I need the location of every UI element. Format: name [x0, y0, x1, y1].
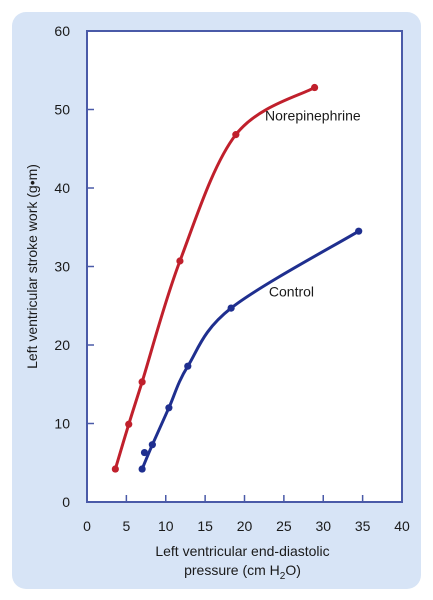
y-tick-label: 60 — [54, 23, 70, 39]
data-point-control — [148, 441, 156, 449]
x-tick-label: 20 — [237, 518, 253, 534]
data-point-control — [140, 448, 149, 457]
x-tick-label: 5 — [122, 518, 130, 534]
x-axis-title-pre: pressure (cm H — [184, 562, 280, 578]
x-tick-label: 35 — [355, 518, 371, 534]
data-point-control — [138, 465, 146, 473]
x-tick-label: 10 — [158, 518, 174, 534]
data-point-norepinephrine — [232, 131, 240, 139]
y-tick-label: 50 — [54, 102, 70, 118]
data-point-norepinephrine — [310, 83, 319, 92]
y-tick-label: 30 — [54, 259, 70, 275]
plot-area — [86, 30, 403, 503]
data-point-norepinephrine — [138, 378, 146, 386]
x-tick-label: 0 — [83, 518, 91, 534]
y-tick-label: 0 — [62, 494, 70, 510]
data-point-norepinephrine — [111, 465, 119, 473]
y-tick-label: 20 — [54, 337, 70, 353]
x-tick-label: 25 — [276, 518, 292, 534]
series-layer — [111, 83, 363, 473]
series-label-norepinephrine: Norepinephrine — [265, 107, 361, 123]
data-point-control — [165, 404, 173, 412]
series-label-control: Control — [269, 283, 314, 299]
x-axis-title-line2: pressure (cm H2O) — [184, 562, 301, 582]
data-point-control — [355, 227, 363, 235]
data-point-control — [227, 304, 235, 312]
x-axis-title-post: O) — [285, 562, 301, 578]
y-axis-title: Left ventricular stroke work (g•m) — [24, 164, 40, 369]
y-tick-label: 10 — [54, 416, 70, 432]
y-axis: 0 10 20 30 40 50 60 — [54, 23, 94, 510]
x-tick-label: 40 — [394, 518, 410, 534]
y-tick-label: 40 — [54, 180, 70, 196]
data-point-norepinephrine — [176, 257, 184, 265]
x-tick-label: 30 — [315, 518, 331, 534]
data-point-norepinephrine — [125, 420, 133, 428]
x-axis: 0 5 10 15 20 25 30 35 40 — [83, 495, 410, 534]
data-point-control — [184, 362, 192, 370]
x-axis-title-sub: 2 — [280, 571, 286, 582]
x-tick-label: 15 — [197, 518, 213, 534]
x-axis-title-line1: Left ventricular end-diastolic — [155, 543, 329, 559]
